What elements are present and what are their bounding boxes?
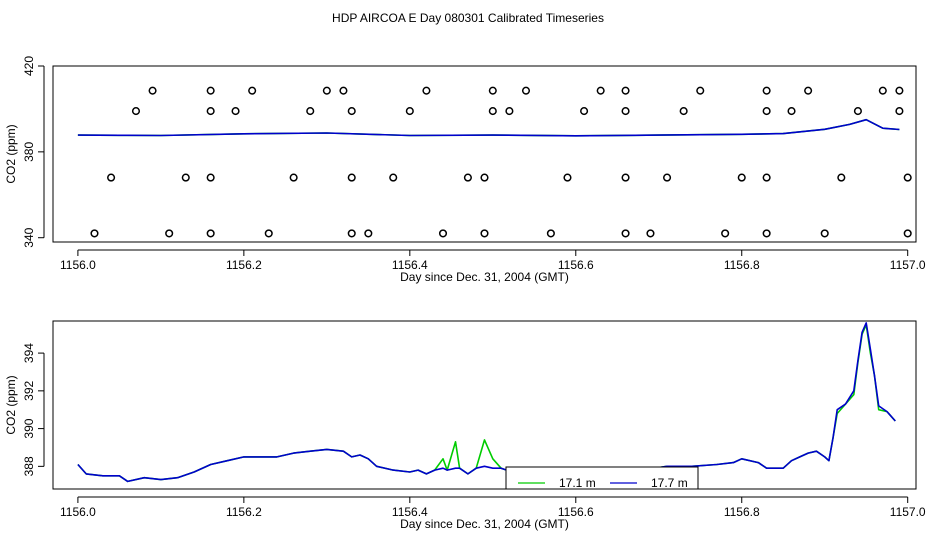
scatter-point bbox=[563, 173, 572, 182]
scatter-point bbox=[762, 86, 771, 95]
scatter-point bbox=[580, 107, 589, 116]
x-tick-label: 1156.6 bbox=[558, 258, 594, 272]
scatter-point bbox=[364, 229, 373, 238]
chart-title: HDP AIRCOA E Day 080301 Calibrated Times… bbox=[332, 11, 604, 25]
scatter-point bbox=[206, 229, 215, 238]
x-tick-label: 1156.8 bbox=[724, 505, 760, 519]
x-tick-label: 1156.6 bbox=[558, 505, 594, 519]
y-tick-label: 392 bbox=[22, 381, 36, 401]
scatter-point bbox=[405, 107, 414, 116]
scatter-point bbox=[621, 173, 630, 182]
scatter-point bbox=[206, 86, 215, 95]
scatter-point bbox=[737, 173, 746, 182]
scatter-point bbox=[339, 86, 348, 95]
scatter-point bbox=[878, 86, 887, 95]
scatter-point bbox=[762, 107, 771, 116]
x-tick-label: 1156.8 bbox=[724, 258, 760, 272]
scatter-point bbox=[264, 229, 273, 238]
scatter-point bbox=[488, 86, 497, 95]
scatter-point bbox=[389, 173, 398, 182]
top-panel: 1156.0 1156.2 1156.4 1156.6 1156.8 1157.0 Day … bbox=[4, 56, 926, 284]
y-tick-label: 420 bbox=[22, 56, 36, 76]
x-axis-label: Day since Dec. 31, 2004 (GMT) bbox=[400, 270, 569, 284]
y-tick-label: 390 bbox=[22, 418, 36, 438]
legend-box bbox=[505, 466, 699, 490]
scatter-point bbox=[165, 229, 174, 238]
scatter-point bbox=[231, 107, 240, 116]
scatter-point bbox=[696, 86, 705, 95]
scatter-point bbox=[131, 107, 141, 116]
series-line-17-7-m bbox=[77, 322, 896, 483]
x-tick-label: 1157.0 bbox=[890, 505, 926, 519]
scatter-point bbox=[248, 86, 257, 95]
scatter-point bbox=[787, 107, 796, 116]
scatter-point bbox=[463, 173, 472, 182]
scatter-point bbox=[820, 229, 829, 238]
scatter-point bbox=[762, 173, 771, 182]
scatter-point bbox=[903, 229, 912, 238]
scatter-point bbox=[621, 86, 630, 95]
scatter-point bbox=[438, 229, 448, 238]
scatter-point bbox=[903, 173, 912, 182]
scatter-point bbox=[488, 107, 497, 116]
x-axis-label: Day since Dec. 31, 2004 (GMT) bbox=[400, 517, 569, 531]
series-line-17-7-m bbox=[77, 118, 900, 137]
scatter-point bbox=[853, 107, 862, 116]
scatter-point bbox=[621, 107, 630, 116]
scatter-point bbox=[347, 229, 356, 238]
x-tick-label: 1156.0 bbox=[60, 505, 96, 519]
legend-label: 17.7 m bbox=[651, 476, 688, 490]
plot-frame bbox=[52, 65, 917, 243]
legend: 17.1 m 17.7 m bbox=[505, 466, 699, 490]
x-tick-label: 1157.0 bbox=[890, 258, 926, 272]
scatter-point bbox=[107, 173, 116, 182]
scatter-point bbox=[837, 173, 846, 182]
legend-label: 17.1 m bbox=[559, 476, 596, 490]
x-tick-label: 1156.4 bbox=[392, 505, 428, 519]
scatter-point bbox=[148, 86, 157, 95]
y-axis-label: CO2 (ppm) bbox=[4, 375, 18, 434]
scatter-point bbox=[663, 173, 672, 182]
scatter-point bbox=[546, 229, 555, 238]
scatter-point bbox=[596, 86, 605, 95]
scatter-point bbox=[306, 107, 315, 116]
y-tick-label: 388 bbox=[22, 456, 36, 476]
scatter-point bbox=[721, 229, 730, 238]
scatter-point bbox=[505, 107, 514, 116]
scatter-point bbox=[895, 107, 904, 116]
scatter-point bbox=[480, 173, 489, 182]
y-tick-label: 394 bbox=[22, 343, 36, 363]
scatter-point bbox=[347, 107, 356, 116]
x-tick-label: 1156.2 bbox=[226, 258, 262, 272]
scatter-point bbox=[206, 173, 215, 182]
series-line-17-1-m bbox=[77, 324, 896, 483]
scatter-point bbox=[679, 107, 688, 116]
bottom-panel: 1156.0 1156.2 1156.4 1156.6 1156.8 1157.0 Day … bbox=[4, 320, 926, 531]
y-tick-label: 340 bbox=[22, 227, 36, 247]
plot-frame bbox=[52, 320, 917, 490]
scatter-point bbox=[422, 86, 431, 95]
scatter-point bbox=[804, 86, 813, 95]
scatter-point bbox=[289, 173, 298, 182]
scatter-point bbox=[206, 107, 215, 116]
scatter-point bbox=[646, 229, 655, 238]
scatter-point bbox=[347, 173, 356, 182]
scatter-point bbox=[322, 86, 331, 95]
scatter-point bbox=[181, 173, 190, 182]
scatter-point bbox=[621, 229, 630, 238]
scatter-point bbox=[895, 86, 904, 95]
scatter-point bbox=[521, 86, 531, 95]
x-tick-label: 1156.4 bbox=[392, 258, 428, 272]
scatter-point bbox=[90, 229, 99, 238]
y-tick-label: 380 bbox=[22, 142, 36, 162]
scatter-point bbox=[480, 229, 489, 238]
x-tick-label: 1156.2 bbox=[226, 505, 262, 519]
y-axis-label: CO2 (ppm) bbox=[4, 124, 18, 183]
scatter-point bbox=[762, 229, 771, 238]
x-tick-label: 1156.0 bbox=[60, 258, 96, 272]
